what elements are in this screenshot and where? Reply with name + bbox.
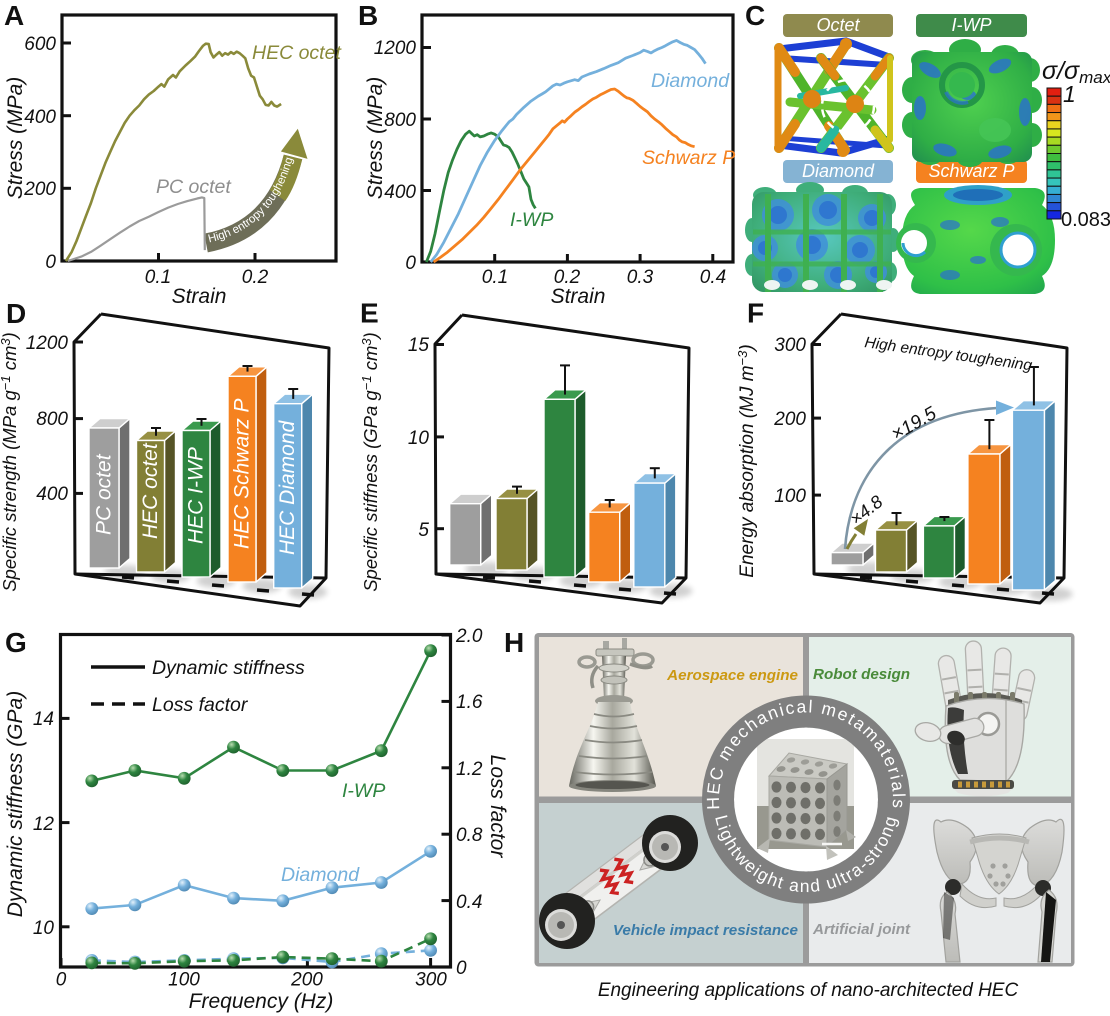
svg-text:1200: 1200 <box>26 333 69 354</box>
svg-text:10: 10 <box>408 428 430 449</box>
svg-text:PC octet: PC octet <box>156 176 232 198</box>
svg-text:Artificial joint: Artificial joint <box>812 921 911 938</box>
svg-text:Specific strength (MPa g−1 cm3: Specific strength (MPa g−1 cm3) <box>0 332 20 592</box>
svg-text:0: 0 <box>45 252 56 273</box>
svg-text:1200: 1200 <box>374 38 417 59</box>
svg-text:0.2: 0.2 <box>242 267 269 288</box>
svg-text:A: A <box>4 0 24 31</box>
svg-text:100: 100 <box>168 970 200 991</box>
svg-text:0.2: 0.2 <box>554 267 581 288</box>
svg-text:200: 200 <box>290 970 323 991</box>
svg-text:0: 0 <box>456 958 467 979</box>
svg-text:Stress (MPa): Stress (MPa) <box>4 77 27 200</box>
svg-text:HEC I-WP: HEC I-WP <box>185 447 208 544</box>
svg-text:E: E <box>360 298 379 329</box>
svg-text:I-WP: I-WP <box>952 15 992 35</box>
svg-text:Loss factor: Loss factor <box>486 755 509 859</box>
svg-text:200: 200 <box>23 179 56 200</box>
svg-text:400: 400 <box>384 182 416 203</box>
svg-text:Schwarz P: Schwarz P <box>928 161 1014 181</box>
svg-text:400: 400 <box>24 107 56 128</box>
svg-text:0.083: 0.083 <box>1061 209 1110 231</box>
svg-text:HEC octet: HEC octet <box>139 442 162 539</box>
svg-text:0.8: 0.8 <box>456 825 483 846</box>
svg-text:800: 800 <box>36 409 68 430</box>
svg-text:1: 1 <box>1063 81 1076 107</box>
svg-text:1.6: 1.6 <box>456 692 483 713</box>
svg-text:Energy absorption (MJ m−3): Energy absorption (MJ m−3) <box>735 344 758 577</box>
svg-text:HEC Diamond: HEC Diamond <box>276 419 299 555</box>
svg-text:100: 100 <box>774 486 806 507</box>
svg-text:Loss factor: Loss factor <box>152 694 249 716</box>
svg-text:300: 300 <box>415 970 447 991</box>
svg-text:σ/σmax: σ/σmax <box>1042 57 1110 87</box>
svg-text:600: 600 <box>24 34 56 55</box>
svg-text:Diamond: Diamond <box>281 864 360 886</box>
svg-text:Strain: Strain <box>172 285 227 308</box>
svg-text:0.4: 0.4 <box>700 267 726 288</box>
svg-text:Diamond: Diamond <box>802 161 875 181</box>
svg-text:F: F <box>747 298 764 329</box>
svg-text:300: 300 <box>774 335 806 356</box>
svg-text:G: G <box>5 627 27 658</box>
svg-text:Strain: Strain <box>551 285 606 308</box>
svg-text:1.2: 1.2 <box>456 759 483 780</box>
svg-text:0.4: 0.4 <box>456 892 482 913</box>
svg-text:Octet: Octet <box>816 15 860 35</box>
svg-text:Stress (MPa): Stress (MPa) <box>364 77 387 200</box>
svg-text:HEC octet: HEC octet <box>252 42 342 64</box>
svg-text:0.3: 0.3 <box>627 267 654 288</box>
svg-text:Diamond: Diamond <box>651 70 730 92</box>
svg-text:15: 15 <box>408 335 430 356</box>
svg-text:HEC Schwarz P: HEC Schwarz P <box>231 398 254 549</box>
svg-text:0.1: 0.1 <box>482 267 508 288</box>
svg-text:0: 0 <box>56 970 67 991</box>
svg-text:Dynamic stiffness: Dynamic stiffness <box>152 657 305 679</box>
svg-text:0: 0 <box>405 253 416 274</box>
svg-text:10: 10 <box>33 918 55 939</box>
svg-text:12: 12 <box>33 814 55 835</box>
svg-text:400: 400 <box>36 484 68 505</box>
svg-text:Vehicle impact resistance: Vehicle impact resistance <box>613 922 799 939</box>
svg-text:Specific stiffness (GPa g−1 cm: Specific stiffness (GPa g−1 cm3) <box>359 332 381 592</box>
svg-text:200: 200 <box>773 409 806 430</box>
svg-text:Aerospace engine: Aerospace engine <box>666 667 798 684</box>
svg-text:PC octet: PC octet <box>93 453 116 535</box>
svg-text:0.1: 0.1 <box>145 267 171 288</box>
svg-text:14: 14 <box>33 709 54 730</box>
svg-text:I-WP: I-WP <box>510 209 553 231</box>
svg-text:2.0: 2.0 <box>455 626 483 647</box>
svg-text:Dynamic stiffness (GPa): Dynamic stiffness (GPa) <box>4 691 27 917</box>
svg-text:I-WP: I-WP <box>342 780 385 802</box>
svg-text:5: 5 <box>418 520 429 541</box>
svg-text:B: B <box>358 0 378 31</box>
svg-text:800: 800 <box>384 110 416 131</box>
svg-text:H: H <box>504 627 524 658</box>
svg-text:C: C <box>745 0 765 31</box>
svg-text:Robot design: Robot design <box>813 666 910 683</box>
svg-text:Frequency (Hz): Frequency (Hz) <box>189 990 334 1013</box>
svg-text:D: D <box>6 298 26 329</box>
svg-text:Engineering applications of na: Engineering applications of nano-archite… <box>598 980 1019 1001</box>
svg-text:Schwarz P: Schwarz P <box>642 147 735 169</box>
